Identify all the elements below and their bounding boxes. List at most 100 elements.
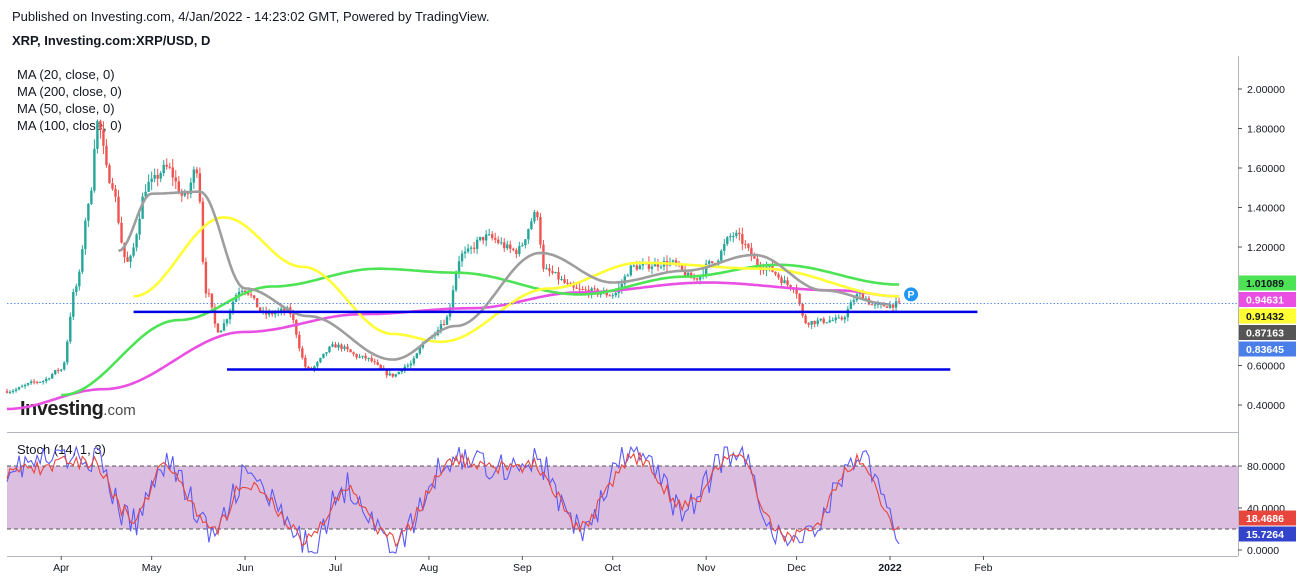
published-line: Published on Investing.com, 4/Jan/2022 -… <box>12 9 490 24</box>
support-lines: P <box>7 287 1238 371</box>
stoch-tick-label: 0.0000 <box>1247 545 1279 557</box>
candle-body <box>545 268 548 270</box>
candle-body <box>846 309 850 318</box>
candle-body <box>608 295 611 297</box>
candle-body <box>463 251 467 254</box>
stoch-legend[interactable]: Stoch (14, 1, 3) <box>17 442 106 457</box>
ma-legend-item[interactable]: MA (50, close, 0) <box>17 101 115 116</box>
candle-body <box>367 357 370 359</box>
candle-body <box>849 302 853 310</box>
candle-body <box>231 301 235 311</box>
candle-body <box>108 165 111 184</box>
candle-body <box>816 320 819 325</box>
stoch-k-line <box>6 445 900 554</box>
candle-body <box>674 260 678 264</box>
candle-body <box>536 212 539 218</box>
candle-body <box>99 120 102 130</box>
candle-body <box>370 357 373 362</box>
price-badge-label: 0.94631 <box>1246 295 1284 307</box>
candle-body <box>240 290 244 292</box>
candle-body <box>361 355 364 357</box>
candle-body <box>560 278 563 280</box>
candle-body <box>93 148 96 191</box>
candle-body <box>635 265 639 270</box>
candle-body <box>843 317 847 320</box>
ma-legend-item[interactable]: MA (20, close, 0) <box>17 67 115 82</box>
candle-body <box>623 276 627 284</box>
candle-body <box>373 361 376 363</box>
candle-body <box>8 391 12 393</box>
ma-legend-item[interactable]: MA (100, close, 0) <box>17 118 122 133</box>
stoch-badge <box>1239 510 1296 526</box>
candle-body <box>385 369 388 376</box>
candle-body <box>620 283 623 289</box>
price-badge <box>1239 292 1296 307</box>
candle-body <box>328 346 331 353</box>
chart-frame <box>7 56 1239 557</box>
candle-body <box>729 236 732 238</box>
candle-body <box>515 250 518 255</box>
candle-body <box>135 234 138 248</box>
candle-body <box>319 358 322 363</box>
candle-body <box>174 177 177 182</box>
ma200-line <box>7 281 900 411</box>
candle-body <box>756 258 759 266</box>
candle-body <box>165 164 168 167</box>
candle-body <box>753 256 756 259</box>
candle-body <box>219 330 223 333</box>
price-badges: 1.01089 0.94631 0.91432 0.87163 0.83645 18.46… <box>1239 275 1296 542</box>
candle-body <box>653 262 657 267</box>
candle-body <box>201 201 205 262</box>
candle-body <box>237 291 241 296</box>
y-tick-label: 0.60000 <box>1247 361 1285 373</box>
candle-body <box>897 301 901 303</box>
candle-body <box>487 234 491 236</box>
candle-body <box>186 193 190 195</box>
candle-body <box>298 334 301 349</box>
candle-body <box>720 250 723 261</box>
candle-body <box>548 268 551 272</box>
logo-suffix: .com <box>103 402 136 419</box>
stoch-band <box>7 465 1238 530</box>
candle-body <box>138 218 141 235</box>
y-tick-label: 2.00000 <box>1247 84 1285 96</box>
candle-body <box>60 369 63 371</box>
candle-body <box>343 346 346 349</box>
candle-body <box>189 182 193 194</box>
candle-body <box>57 370 60 372</box>
candle-body <box>198 173 202 202</box>
candle-body <box>813 321 816 325</box>
candle-body <box>873 304 877 306</box>
candle-body <box>786 280 789 286</box>
candle-body <box>605 291 608 296</box>
x-tick-label: 2022 <box>878 562 902 574</box>
candle-body <box>735 232 738 236</box>
x-tick-label: Aug <box>420 562 439 574</box>
candle-body <box>316 362 319 367</box>
candle-body <box>659 266 663 268</box>
candle-body <box>168 166 171 168</box>
candle-body <box>301 348 304 358</box>
candle-body <box>825 322 828 324</box>
candle-body <box>638 265 642 270</box>
candle-body <box>11 390 15 392</box>
chart-header: Published on Investing.com, 4/Jan/2022 -… <box>12 9 489 49</box>
candle-body <box>147 181 150 192</box>
candle-body <box>102 129 105 146</box>
candle-body <box>159 173 162 179</box>
candle-body <box>551 271 554 274</box>
candle-body <box>406 365 410 367</box>
candle-body <box>795 289 798 294</box>
candle-body <box>283 308 286 311</box>
ma-legend-item[interactable]: MA (200, close, 0) <box>17 84 122 99</box>
candle-body <box>129 255 132 262</box>
candle-body <box>90 190 93 204</box>
ma20-line <box>118 190 891 361</box>
candle-body <box>144 191 147 197</box>
candle-body <box>72 292 75 317</box>
candle-body <box>530 221 533 230</box>
candle-body <box>222 323 226 331</box>
candle-body <box>711 261 714 264</box>
candle-body <box>225 319 229 324</box>
